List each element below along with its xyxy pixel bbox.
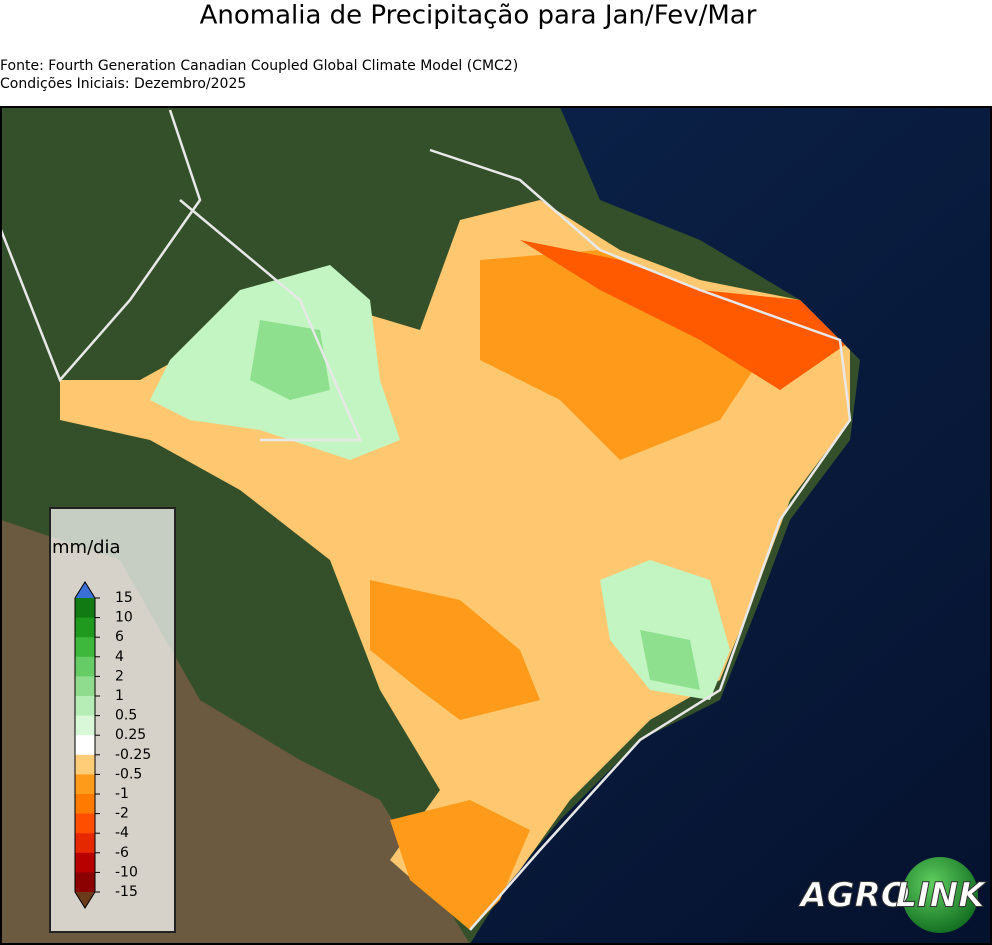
colorbar-segment — [75, 656, 95, 677]
colorbar-tick-label: 10 — [115, 610, 133, 626]
colorbar-tick-label: -10 — [115, 864, 138, 880]
dry-region-4 — [370, 580, 540, 930]
colorbar-tick-label: -0.25 — [115, 747, 151, 763]
colorbar-tick-label: -2 — [115, 806, 129, 822]
colorbar-segment — [75, 833, 95, 854]
colorbar-segment — [75, 617, 95, 638]
borders — [0, 109, 852, 931]
colorbar: 15 10 6 4 2 1 0.5 0.25 -0.25 -0.5 -1 -2 -4 -6 -10 -15 — [74, 581, 151, 909]
colorbar-segment — [75, 637, 95, 658]
colorbar-tick-label: -4 — [115, 825, 129, 841]
colorbar-over — [75, 582, 95, 598]
colorbar-tick-label: 15 — [115, 590, 133, 606]
colorbar-tick-label: 0.25 — [115, 727, 146, 743]
colorbar-tick-label: -15 — [115, 884, 138, 900]
colorbar-tick-label: 0.5 — [115, 708, 137, 724]
map-frame — [0, 106, 992, 945]
colorbar-segment — [75, 813, 95, 834]
colorbar-tick-label: 6 — [115, 629, 124, 645]
colorbar-under — [75, 892, 95, 908]
colorbar-segment — [75, 715, 95, 736]
colorbar-segment — [75, 735, 95, 756]
colorbar-segment — [75, 872, 95, 893]
dry-region-3 — [520, 240, 845, 390]
initial-conditions: Condições Iniciais: Dezembro/2025 — [0, 76, 246, 92]
wet-region-2 — [600, 560, 730, 700]
colorbar-segment — [75, 676, 95, 697]
colorbar-tick-label: -1 — [115, 786, 129, 802]
logo-link: LINK — [895, 876, 987, 916]
colorbar-tick-label: -0.5 — [115, 766, 142, 782]
colorbar-tick-label: 1 — [115, 688, 124, 704]
colorbar-tick-label: -6 — [115, 845, 129, 861]
colorbar-segment — [75, 598, 95, 619]
colorbar-segment — [75, 794, 95, 815]
colorbar-segment — [75, 852, 95, 873]
colorbar-tick-label: 2 — [115, 668, 124, 684]
logo-agro: AGRO — [797, 876, 909, 916]
legend-box — [49, 507, 176, 933]
title: Anomalia de Precipitação para Jan/Fev/Ma… — [200, 1, 757, 31]
colorbar-tick-label: 4 — [115, 649, 124, 665]
logo-ball — [902, 857, 978, 933]
colorbar-segment — [75, 754, 95, 775]
colorbar-segment — [75, 774, 95, 795]
colorbar-segment — [75, 696, 95, 717]
wet-region-3 — [250, 320, 700, 690]
legend-label: mm/dia — [52, 537, 121, 558]
source: Fonte: Fourth Generation Canadian Couple… — [0, 58, 518, 74]
